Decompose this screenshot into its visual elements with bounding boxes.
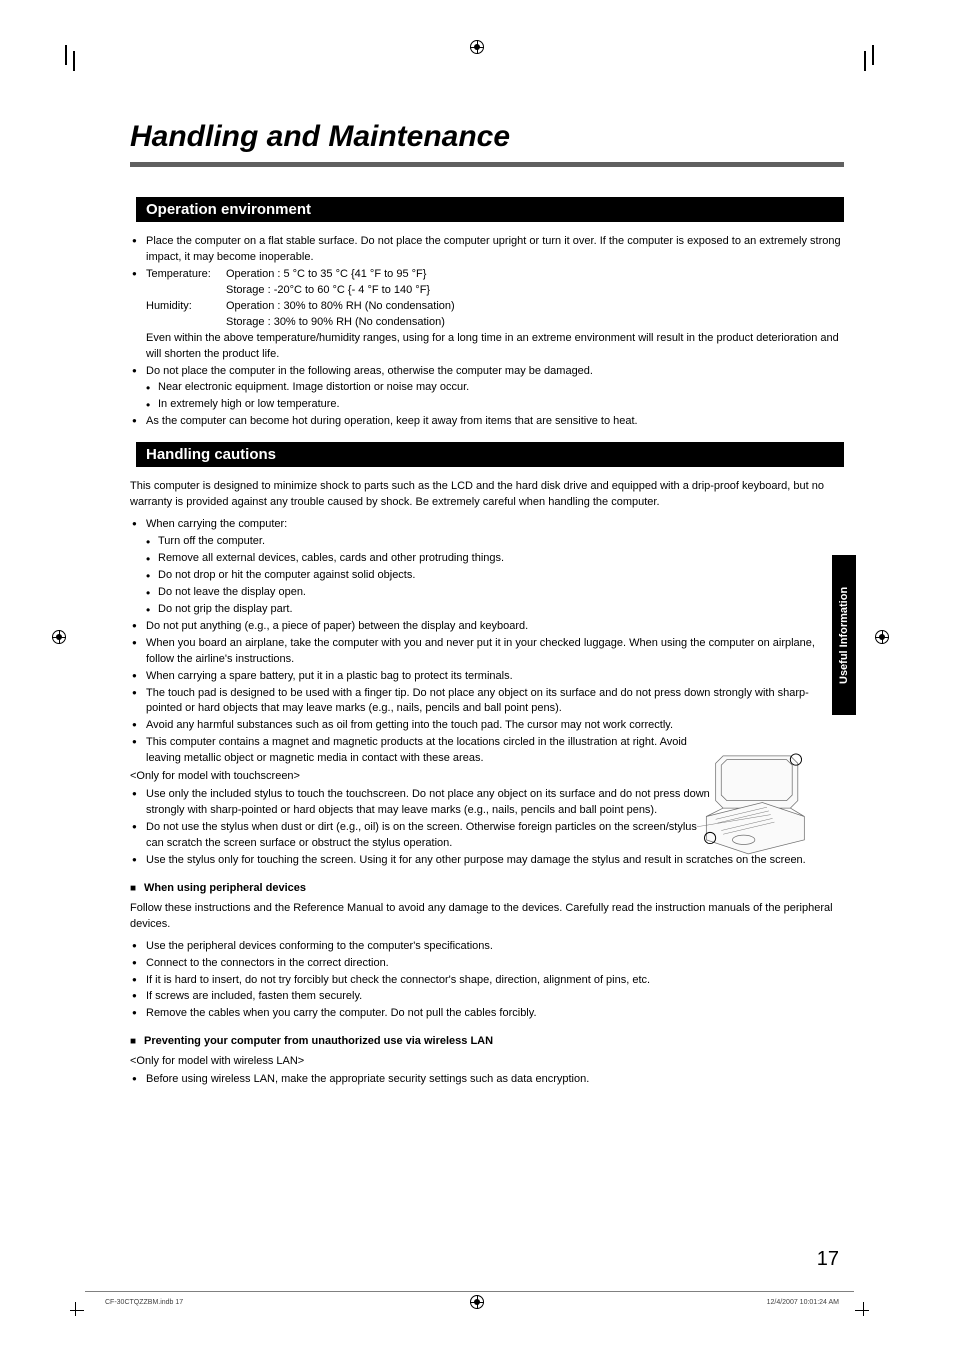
list-item: Connect to the connectors in the correct… xyxy=(130,956,844,972)
humidity-value: Operation : 30% to 80% RH (No condensati… xyxy=(226,300,455,312)
footer-rule xyxy=(85,1291,854,1292)
title-rule xyxy=(130,162,844,167)
humidity-value: Storage : 30% to 90% RH (No condensation… xyxy=(146,315,445,331)
page-number: 17 xyxy=(817,1248,839,1271)
periph-intro: Follow these instructions and the Refere… xyxy=(130,901,844,933)
sub-item: In extremely high or low temperature. xyxy=(146,397,844,413)
sub-item: Do not grip the display part. xyxy=(146,602,844,618)
footer-timestamp: 12/4/2007 10:01:24 AM xyxy=(767,1299,839,1306)
crop-mark-br xyxy=(844,1291,864,1311)
list-item: Remove the cables when you carry the com… xyxy=(130,1006,844,1022)
wlan-note: <Only for model with wireless LAN> xyxy=(130,1054,844,1070)
registration-mark-top xyxy=(470,40,484,54)
crop-mark-bl xyxy=(75,1291,95,1311)
list-item: When carrying a spare battery, put it in… xyxy=(130,669,844,685)
section-header-cautions: Handling cautions xyxy=(136,442,844,467)
list-item: Temperature:Operation : 5 °C to 35 °C {4… xyxy=(130,267,844,363)
list-item: Avoid any harmful substances such as oil… xyxy=(130,718,844,734)
subhead-wlan: Preventing your computer from unauthoriz… xyxy=(130,1034,844,1050)
list-item: Before using wireless LAN, make the appr… xyxy=(130,1072,844,1088)
list-item: The touch pad is designed to be used wit… xyxy=(130,686,844,718)
page-title: Handling and Maintenance xyxy=(130,120,844,154)
sub-item: Turn off the computer. xyxy=(146,534,844,550)
humidity-label: Humidity: xyxy=(146,299,226,315)
list-item: Use the peripheral devices conforming to… xyxy=(130,939,844,955)
temp-value: Storage : -20°C to 60 °C {- 4 °F to 140 … xyxy=(146,283,430,299)
cautions-intro: This computer is designed to minimize sh… xyxy=(130,479,844,511)
temp-value: Operation : 5 °C to 35 °C {41 °F to 95 °… xyxy=(226,268,426,280)
sub-item: Near electronic equipment. Image distort… xyxy=(146,380,844,396)
section-header-op-env: Operation environment xyxy=(136,197,844,222)
crop-mark-tr xyxy=(846,45,874,73)
list-item: If it is hard to insert, do not try forc… xyxy=(130,973,844,989)
list-item: Do not place the computer in the followi… xyxy=(130,364,844,414)
list-item: When you board an airplane, take the com… xyxy=(130,636,844,668)
list-item: If screws are included, fasten them secu… xyxy=(130,989,844,1005)
list-item: When carrying the computer: Turn off the… xyxy=(130,517,844,618)
temp-label: Temperature: xyxy=(146,267,226,283)
list-item: As the computer can become hot during op… xyxy=(130,414,844,430)
list-item: Place the computer on a flat stable surf… xyxy=(130,234,844,266)
sub-item: Do not leave the display open. xyxy=(146,585,844,601)
laptop-illustration xyxy=(697,745,809,860)
env-note: Even within the above temperature/humidi… xyxy=(146,332,839,360)
list-item: Do not put anything (e.g., a piece of pa… xyxy=(130,619,844,635)
registration-mark-bottom xyxy=(470,1295,484,1309)
subhead-peripherals: When using peripheral devices xyxy=(130,881,844,897)
sub-item: Do not drop or hit the computer against … xyxy=(146,568,844,584)
sub-item: Remove all external devices, cables, car… xyxy=(146,551,844,567)
footer-filename: CF-30CTQZZBM.indb 17 xyxy=(105,1299,183,1306)
crop-mark-tl xyxy=(65,45,93,73)
